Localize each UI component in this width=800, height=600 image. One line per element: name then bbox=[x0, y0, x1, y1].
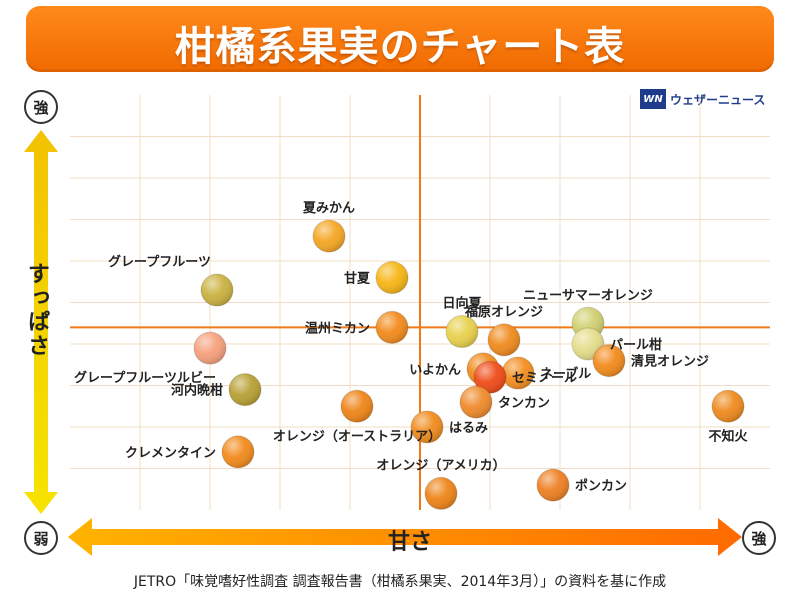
fruit-marker-shine bbox=[376, 261, 408, 294]
fruit-label: ポンカン bbox=[575, 478, 627, 494]
fruit-label: 不知火 bbox=[708, 428, 748, 444]
fruit-marker-shine bbox=[593, 344, 625, 377]
fruit-marker-shine bbox=[446, 315, 478, 348]
fruit-marker-shine bbox=[222, 435, 254, 468]
fruit-labels: 夏みかんグレープフルーツ甘夏温州ミカングレープフルーツルビー河内晩柑クレメンタイ… bbox=[74, 201, 748, 494]
fruit-marker-shine bbox=[537, 469, 569, 502]
fruit-label: 河内晩柑 bbox=[171, 383, 223, 399]
fruit-label: 夏みかん bbox=[302, 201, 355, 216]
fruit-point bbox=[424, 476, 458, 510]
fruit-label: パール柑 bbox=[610, 337, 662, 353]
y-high-marker: 強 bbox=[24, 90, 58, 124]
x-high-marker: 強 bbox=[742, 521, 776, 555]
fruit-points bbox=[193, 219, 745, 510]
fruit-label: ネーブル bbox=[540, 366, 591, 382]
fruit-point bbox=[221, 435, 255, 469]
fruit-label: グレープフルーツルビー bbox=[74, 370, 216, 386]
fruit-point bbox=[200, 273, 234, 307]
fruit-label: 甘夏 bbox=[344, 271, 371, 287]
fruit-point bbox=[487, 323, 521, 357]
axis-arrows bbox=[24, 130, 742, 556]
fruit-label: クレメンタイン bbox=[125, 446, 216, 461]
fruit-label: オレンジ（オーストラリア） bbox=[273, 428, 441, 444]
fruit-label: はるみ bbox=[449, 421, 488, 436]
brand-logo-group: WN ウェザーニュース bbox=[640, 88, 765, 110]
fruit-label: 清見オレンジ bbox=[631, 354, 709, 370]
fruit-point bbox=[592, 344, 626, 378]
y-axis-label: すっぱさ bbox=[24, 262, 49, 358]
fruit-point bbox=[193, 331, 227, 365]
y-axis-arrow bbox=[24, 130, 58, 514]
fruit-label: タンカン bbox=[498, 396, 550, 411]
x-axis-label: 甘さ bbox=[387, 530, 432, 555]
fruit-marker-shine bbox=[341, 390, 373, 423]
fruit-point bbox=[536, 468, 570, 502]
weathernews-logo-icon: WN bbox=[640, 89, 666, 109]
fruit-label: セミノール bbox=[512, 371, 577, 386]
fruit-label: 福原オレンジ bbox=[464, 304, 543, 320]
fruit-point bbox=[445, 315, 479, 349]
fruit-point bbox=[375, 261, 409, 295]
fruit-point bbox=[711, 389, 745, 423]
fruit-marker-shine bbox=[425, 477, 457, 510]
fruit-point bbox=[375, 310, 409, 344]
fruit-marker-shine bbox=[502, 357, 534, 390]
fruit-label: 温州ミカン bbox=[305, 321, 370, 336]
fruit-point bbox=[340, 389, 374, 423]
fruit-point bbox=[410, 410, 444, 444]
source-note: JETRO「味覚嗜好性調査 調査報告書（柑橘系果実、2014年3月）」の資料を基… bbox=[133, 574, 667, 590]
fruit-marker-shine bbox=[376, 311, 408, 344]
fruit-label: ニューサマーオレンジ bbox=[523, 288, 653, 303]
fruit-marker-shine bbox=[313, 220, 345, 253]
fruit-label: いよかん bbox=[409, 363, 461, 378]
fruit-label: 日向夏 bbox=[442, 296, 482, 312]
fruit-marker-shine bbox=[411, 411, 443, 443]
brand-name: ウェザーニュース bbox=[670, 92, 766, 107]
fruit-marker-shine bbox=[229, 373, 261, 406]
fruit-point bbox=[228, 373, 262, 407]
fruit-marker-shine bbox=[474, 361, 506, 394]
chart-title: 柑橘系果実のチャート表 bbox=[174, 24, 626, 70]
fruit-label: オレンジ（アメリカ） bbox=[376, 457, 505, 473]
fruit-marker-shine bbox=[201, 274, 233, 307]
title-banner: 柑橘系果実のチャート表 bbox=[26, 6, 774, 72]
fruit-point bbox=[473, 360, 507, 394]
y-low-marker: 弱 bbox=[24, 521, 58, 555]
fruit-label: グレープフルーツ bbox=[108, 254, 211, 270]
x-axis-arrow bbox=[68, 518, 742, 556]
fruit-point bbox=[312, 219, 346, 253]
fruit-marker-shine bbox=[488, 323, 520, 356]
fruit-marker-shine bbox=[712, 390, 744, 423]
fruit-point bbox=[459, 385, 493, 419]
fruit-marker-shine bbox=[460, 386, 492, 419]
fruit-marker-shine bbox=[194, 332, 226, 365]
